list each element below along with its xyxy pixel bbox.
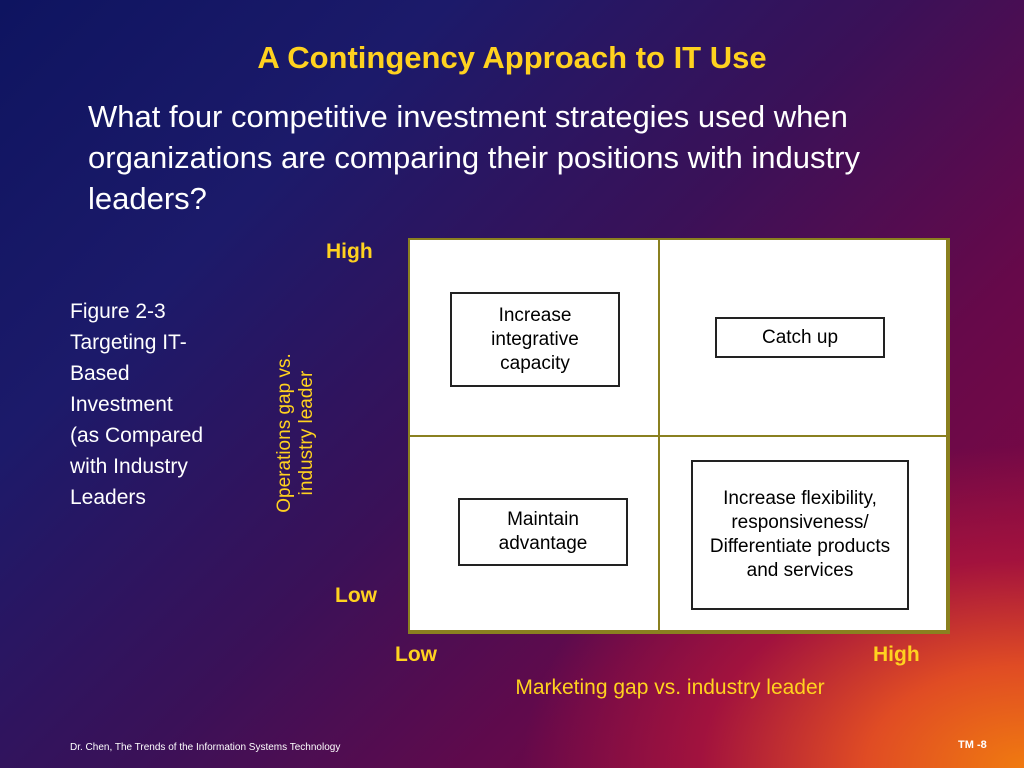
- caption-line: Leaders: [70, 486, 146, 509]
- caption-line: with Industry: [70, 455, 188, 478]
- figure-caption: Figure 2-3 Targeting IT- Based Investmen…: [70, 296, 250, 513]
- caption-line: Investment: [70, 393, 173, 416]
- strategy-increase-flexibility: Increase flexibility, responsiveness/ Di…: [691, 460, 909, 610]
- quadrant-bottom-left: [408, 435, 660, 634]
- quadrant-bottom-right: [658, 435, 950, 634]
- y-axis-label-line: Operations gap vs.: [274, 353, 295, 513]
- strategy-catch-up: Catch up: [715, 317, 885, 358]
- y-high-label: High: [326, 240, 373, 263]
- x-high-label: High: [873, 643, 920, 666]
- slide-title: A Contingency Approach to IT Use: [257, 40, 767, 75]
- strategy-matrix: Increase integrative capacity Catch up M…: [408, 238, 950, 634]
- y-axis-label: Operations gap vs. industry leader: [274, 303, 318, 563]
- slide-question: What four competitive investment strateg…: [88, 99, 860, 216]
- caption-line: Based: [70, 362, 130, 385]
- x-low-label: Low: [395, 643, 437, 666]
- slide-number: TM -8: [958, 739, 987, 751]
- y-axis-label-line: industry leader: [296, 370, 317, 496]
- strategy-maintain-advantage: Maintain advantage: [458, 498, 628, 566]
- y-low-label: Low: [335, 584, 377, 607]
- caption-line: Figure 2-3: [70, 300, 166, 323]
- footer-credit: Dr. Chen, The Trends of the Information …: [70, 742, 341, 753]
- caption-line: (as Compared: [70, 424, 204, 447]
- caption-line: Targeting IT-: [70, 331, 187, 354]
- strategy-increase-integrative-capacity: Increase integrative capacity: [450, 292, 620, 387]
- x-axis-label: Marketing gap vs. industry leader: [515, 676, 825, 699]
